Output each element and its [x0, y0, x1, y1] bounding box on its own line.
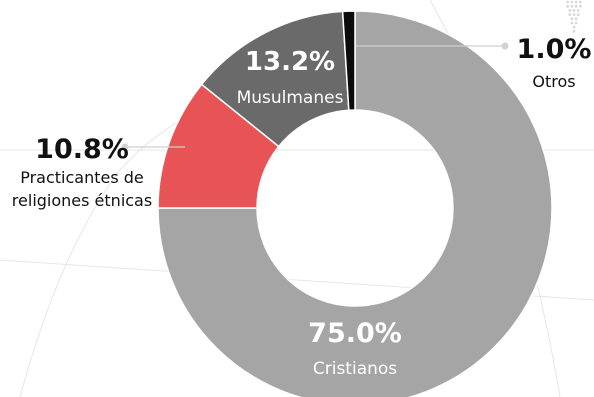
- pct-label-practicantes: 10.8%: [35, 134, 129, 165]
- cat-label-musulmanes: Musulmanes: [237, 88, 344, 108]
- cat-label-practicantes-line2: religiones étnicas: [12, 191, 152, 210]
- dot-pattern-logo: [566, 0, 582, 33]
- logo-dot: [566, 0, 570, 4]
- slice-labels: 75.0% Cristianos 13.2% Musulmanes 1.0% Otros 1…: [12, 34, 592, 379]
- logo-dot: [570, 17, 574, 21]
- leader-dot-practicantes: [121, 143, 129, 151]
- pct-label-cristianos: 75.0%: [308, 318, 402, 349]
- pct-label-musulmanes: 13.2%: [245, 47, 335, 77]
- donut-slices: [157, 10, 553, 397]
- pct-label-otros: 1.0%: [517, 34, 592, 65]
- slice-cristianos: [157, 10, 553, 397]
- logo-dot: [574, 4, 578, 8]
- cat-label-otros: Otros: [532, 72, 575, 91]
- logo-dot: [566, 4, 570, 8]
- logo-dot: [572, 30, 576, 33]
- logo-dot: [574, 0, 578, 4]
- logo-dot: [570, 0, 574, 4]
- leader-lines: [121, 42, 509, 151]
- cat-label-cristianos: Cristianos: [313, 359, 397, 379]
- logo-dot: [572, 25, 576, 29]
- logo-dot: [568, 9, 572, 12]
- logo-dot: [572, 13, 576, 16]
- logo-dot: [576, 9, 580, 12]
- logo-dot: [570, 21, 574, 25]
- logo-dot: [568, 13, 572, 16]
- logo-dot: [574, 17, 578, 21]
- cat-label-practicantes-line1: Practicantes de: [20, 168, 144, 187]
- logo-dot: [576, 13, 580, 16]
- slice-otros: [341, 10, 356, 111]
- leader-dot-otros: [501, 42, 509, 50]
- logo-dot: [570, 4, 574, 8]
- logo-dot: [572, 9, 576, 12]
- logo-dot: [578, 0, 582, 4]
- logo-dot: [578, 4, 582, 8]
- logo-dot: [574, 21, 578, 25]
